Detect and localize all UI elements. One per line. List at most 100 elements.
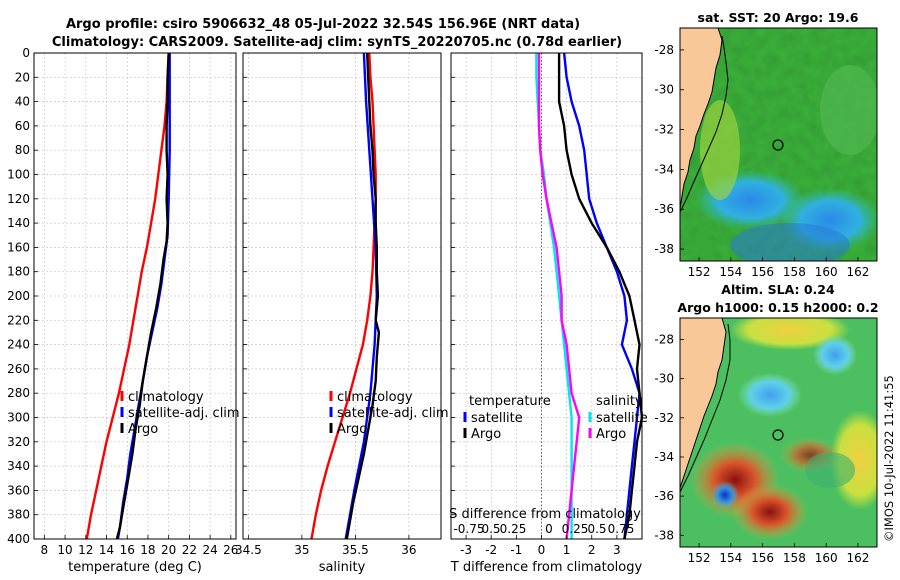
figure-title-line1: Argo profile: csiro 5906632_48 05-Jul-20… <box>66 17 580 32</box>
sst-map-axes: 152 154 156 158 160 162 -28 -30 -32 -34 -36 -38 <box>654 43 869 279</box>
sst-coastline-contour <box>680 35 729 213</box>
legend-label: Argo <box>596 427 626 442</box>
series-line-t-satellite <box>562 52 641 540</box>
sst-map-panel: sat. SST: 20 Argo: 19.6 152 154 156 158 160 1… <box>654 10 878 279</box>
map-x-tick-label: 162 <box>846 551 869 565</box>
salinity-profile-panel: 34.5 35 35.5 36 salinity climatologysatellite… <box>235 52 449 575</box>
sla-map-panel: Altim. SLA: 0.24 Argo h1000: 0.15 h2000:… <box>654 282 878 565</box>
y-tick-label: 0 <box>22 46 30 60</box>
x2-tick-label: 0.5 <box>481 522 500 536</box>
map-x-tick-label: 160 <box>815 265 838 279</box>
map-y-tick-label: -36 <box>654 489 674 503</box>
sla-map-axes: 152 154 156 158 160 162 -28 -30 -32 -34 -36 -38 <box>654 333 869 565</box>
y-tick-label: 300 <box>7 411 30 425</box>
x-tick-label: 18 <box>140 543 155 557</box>
x-axis-label: salinity <box>319 560 366 575</box>
legend-label: Argo <box>128 422 158 437</box>
y-tick-label: 200 <box>7 289 30 303</box>
legend-title-salinity: salinity <box>596 394 643 409</box>
x-tick-label: -1 <box>510 543 522 557</box>
sst-cold-band <box>730 223 850 261</box>
sst-land-australia <box>680 28 723 209</box>
y-tick-label: 120 <box>7 192 30 206</box>
map-y-tick-label: -30 <box>654 83 674 97</box>
map-x-tick-label: 156 <box>751 551 774 565</box>
y-tick-label: 280 <box>7 386 30 400</box>
sla-argo-marker <box>772 429 784 441</box>
sla-map-title: Altim. SLA: 0.24 <box>721 282 835 297</box>
sla-map-subtitle: Argo h1000: 0.15 h2000: 0.2 <box>677 300 878 315</box>
x-tick-label: 26 <box>223 543 238 557</box>
sla-land-australia <box>680 318 727 489</box>
legend-label: satellite-adj. clim <box>128 406 240 421</box>
x-tick-label: 35.5 <box>342 543 369 557</box>
sla-cold-eddy <box>711 481 739 509</box>
x2-tick-label: 0.75 <box>608 522 635 536</box>
y-tick-label: 60 <box>15 119 30 133</box>
x-tick-label: 34.5 <box>235 543 262 557</box>
x-tick-label: 22 <box>182 543 197 557</box>
legend-label: climatology <box>128 390 204 405</box>
sla-hot-eddy <box>732 484 808 540</box>
series-line-climatology <box>310 52 377 540</box>
x2-tick-label: 0.5 <box>587 522 606 536</box>
x-tick-label: 8 <box>41 543 49 557</box>
x-tick-label: 1 <box>563 543 571 557</box>
x-tick-label: -2 <box>485 543 497 557</box>
y-tick-label: 360 <box>7 483 30 497</box>
map-x-tick-label: 152 <box>688 551 711 565</box>
x-tick-label: 14 <box>99 543 114 557</box>
sst-eac-current <box>700 100 740 200</box>
series-line-argo <box>115 52 170 540</box>
map-y-tick-label: -38 <box>654 528 674 542</box>
map-y-tick-label: -32 <box>654 123 674 137</box>
sla-coastline-contour <box>680 323 731 493</box>
y-tick-label: 340 <box>7 459 30 473</box>
y-tick-label: 160 <box>7 240 30 254</box>
figure-title-line2: Climatology: CARS2009. Satellite-adj cli… <box>52 35 622 50</box>
y-tick-label: 240 <box>7 338 30 352</box>
y-tick-label: 380 <box>7 508 30 522</box>
legend-label: climatology <box>337 390 413 405</box>
map-y-tick-label: -28 <box>654 43 674 57</box>
legend-label: satellite-adj. clim <box>337 406 449 421</box>
x2-tick-label: -0.75 <box>453 522 484 536</box>
series-line-t-argo <box>557 53 644 540</box>
series-line-climatology <box>85 52 170 540</box>
map-y-tick-label: -30 <box>654 372 674 386</box>
map-y-tick-label: -34 <box>654 450 674 464</box>
legend-label: Argo <box>337 422 367 437</box>
map-x-tick-label: 154 <box>719 551 742 565</box>
x2-tick-label: 0.25 <box>562 522 589 536</box>
map-x-tick-label: 160 <box>815 551 838 565</box>
map-y-tick-label: -36 <box>654 202 674 216</box>
sst-map-title: sat. SST: 20 Argo: 19.6 <box>698 10 859 25</box>
map-y-tick-label: -32 <box>654 411 674 425</box>
x-tick-label: 24 <box>202 543 217 557</box>
sla-low-northeast <box>813 335 857 375</box>
y-tick-label: 220 <box>7 313 30 327</box>
sla-green-patch <box>805 452 855 488</box>
map-x-tick-label: 152 <box>688 265 711 279</box>
x-tick-label: 35 <box>294 543 309 557</box>
legend-label: Argo <box>471 427 501 442</box>
y-tick-label: 20 <box>15 70 30 84</box>
y-tick-label: 80 <box>15 143 30 157</box>
x-tick-label: 3 <box>613 543 621 557</box>
sla-map-frame <box>679 317 878 548</box>
legend-label: satellite <box>471 411 523 426</box>
sst-warm-patch <box>820 65 877 155</box>
temperature-profile-panel: 0 20 40 60 80 100 120 140 160 180 200 220 240 260 280 3… <box>7 46 240 575</box>
sst-map-frame <box>679 27 878 262</box>
x-tick-label: 12 <box>78 543 93 557</box>
legend-title-temperature: temperature <box>469 394 551 409</box>
x-tick-label: 36 <box>401 543 416 557</box>
x2-axis-label: S difference from climatology <box>449 507 641 522</box>
map-x-tick-label: 154 <box>719 265 742 279</box>
y-tick-label: 40 <box>15 95 30 109</box>
y-tick-label: 320 <box>7 435 30 449</box>
map-x-tick-label: 158 <box>783 265 806 279</box>
y-tick-label: 400 <box>7 532 30 546</box>
y-tick-label: 260 <box>7 362 30 376</box>
